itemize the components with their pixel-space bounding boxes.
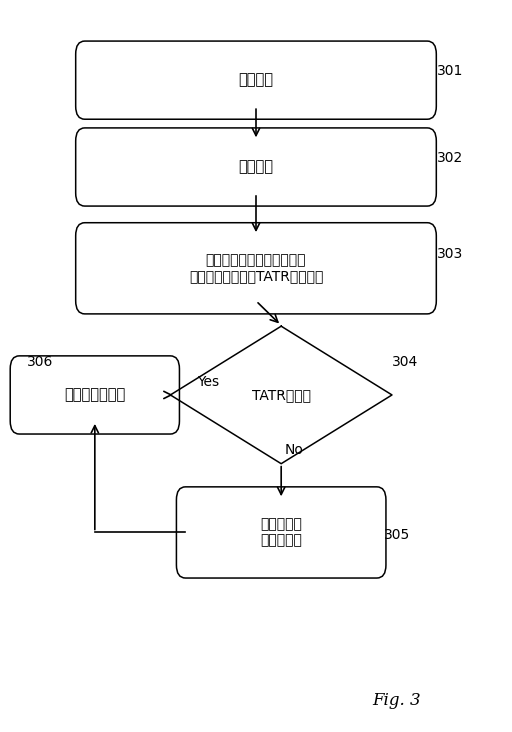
Text: Yes: Yes	[197, 375, 219, 389]
Text: 302: 302	[437, 151, 463, 165]
Text: No: No	[284, 443, 303, 457]
FancyBboxPatch shape	[10, 356, 179, 434]
Text: 試験開始: 試験開始	[239, 72, 273, 88]
Text: 試験フィルムに対する対象
分析物の透過率（TATR）を決定: 試験フィルムに対する対象 分析物の透過率（TATR）を決定	[189, 253, 323, 283]
Text: TATR＞閾値: TATR＞閾値	[252, 388, 311, 402]
Text: 個別のゼロ
校正を実施: 個別のゼロ 校正を実施	[260, 518, 302, 548]
Text: 301: 301	[437, 64, 464, 78]
FancyBboxPatch shape	[177, 487, 386, 578]
Text: Fig. 3: Fig. 3	[373, 692, 421, 709]
FancyBboxPatch shape	[76, 223, 436, 314]
FancyBboxPatch shape	[76, 128, 436, 206]
Text: 試験完了: 試験完了	[239, 160, 273, 174]
Text: 306: 306	[27, 355, 53, 370]
Text: 303: 303	[437, 247, 463, 261]
Text: 304: 304	[392, 355, 418, 370]
FancyBboxPatch shape	[76, 41, 436, 119]
Text: 試験期間の終了: 試験期間の終了	[64, 387, 125, 403]
Text: 305: 305	[385, 528, 411, 542]
